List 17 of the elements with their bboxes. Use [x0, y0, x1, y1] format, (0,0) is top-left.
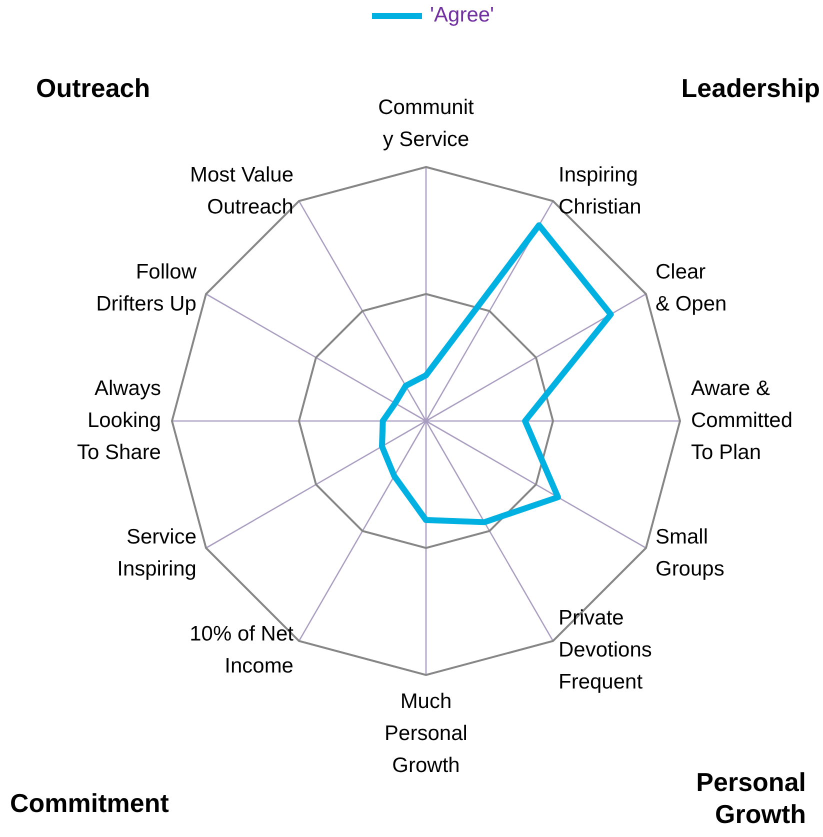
- spoke-label: Communit y Service: [378, 96, 474, 151]
- spoke-label: Most Value Outreach: [190, 163, 294, 218]
- spoke-label: Inspiring Christian: [558, 163, 642, 218]
- spoke-label: Service Inspiring: [117, 525, 197, 580]
- text: Personal Growth: [696, 766, 806, 829]
- text: Outreach: [36, 72, 150, 103]
- spoke-label: Private Devotions Frequent: [558, 606, 652, 694]
- text: Leadership: [681, 72, 820, 103]
- spoke-label: Follow Drifters Up: [96, 260, 198, 316]
- spoke-label: Clear & Open: [655, 260, 727, 316]
- spoke-label: Always Looking To Share: [76, 376, 161, 464]
- legend-label: 'Agree': [430, 4, 494, 27]
- spoke-label: Small Groups: [655, 525, 724, 580]
- spoke-label: Aware & Committed To Plan: [691, 376, 793, 464]
- text: Commitment: [10, 788, 170, 818]
- spoke-label: Much Personal Growth: [384, 690, 468, 777]
- spoke-label: 10% of Net Income: [190, 622, 294, 678]
